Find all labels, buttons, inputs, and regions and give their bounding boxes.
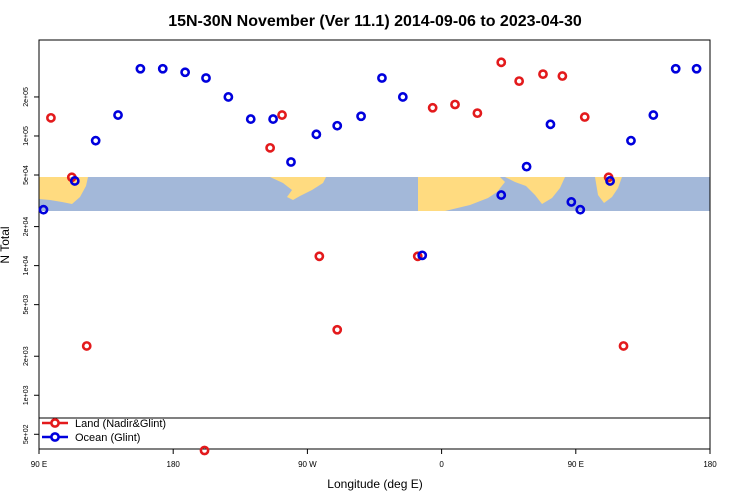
land-point [332, 324, 343, 335]
x-axis-label: Longitude (deg E) [327, 477, 422, 491]
ocean-point [245, 114, 256, 124]
ocean-point [135, 63, 146, 74]
ocean-point [566, 197, 577, 207]
x-tick-label: 180 [703, 460, 717, 469]
map-land-1 [270, 177, 326, 200]
ocean-point [201, 73, 211, 83]
x-tick-label: 90 E [31, 460, 47, 469]
land-point [472, 108, 483, 119]
ocean-point [268, 114, 279, 124]
land-point [265, 142, 276, 153]
legend: Land (Nadir&Glint) Ocean (Glint) [42, 418, 166, 444]
ocean-point [69, 176, 80, 186]
y-tick-label: 1e+03 [23, 385, 30, 405]
ocean-point [332, 120, 343, 131]
y-tick-label: 2e+04 [23, 217, 30, 237]
map-land-2 [418, 177, 505, 211]
ocean-point [521, 161, 532, 172]
y-tick-label: 1e+04 [23, 256, 30, 276]
ocean-point [223, 92, 234, 102]
map-land-3 [505, 177, 565, 204]
ocean-point [691, 63, 702, 74]
ocean-point [157, 63, 168, 74]
y-tick-label: 5e+03 [23, 295, 30, 315]
y-axis: 5e+02 1e+03 2e+03 5e+03 1e+04 2e+04 5e+04 1e+05… [23, 87, 39, 444]
land-point [618, 341, 629, 351]
x-axis: 90 E 180 90 W 0 90 E 180 [31, 449, 717, 469]
y-tick-label: 5e+04 [23, 165, 30, 185]
ocean-point [377, 73, 387, 83]
y-tick-label: 2e+03 [23, 346, 30, 366]
y-axis-label: N Total [0, 226, 12, 263]
ocean-point [90, 135, 101, 146]
legend-label: Ocean (Glint) [75, 432, 140, 444]
map-island [297, 180, 306, 186]
plot-frame [38, 39, 711, 450]
land-point [450, 99, 460, 110]
land-point [46, 112, 56, 123]
land-point [538, 69, 548, 80]
land-point [199, 445, 210, 456]
ocean-point [648, 110, 659, 120]
ocean-point [626, 135, 636, 146]
ocean-point [397, 92, 408, 102]
chart-title: 15N-30N November (Ver 11.1) 2014-09-06 t… [168, 13, 582, 30]
ocean-point [311, 129, 322, 140]
land-point [412, 251, 423, 262]
ocean-point [113, 110, 123, 120]
land-point [314, 251, 325, 262]
land-point [81, 341, 92, 351]
land-point [277, 110, 287, 120]
map-land-4 [595, 177, 622, 203]
legend-marker [50, 418, 60, 428]
land-point [579, 112, 590, 122]
x-tick-label: 90 E [568, 460, 584, 469]
x-tick-label: 180 [167, 460, 181, 469]
x-tick-label: 0 [439, 460, 444, 469]
land-point [514, 76, 525, 87]
y-tick-label: 5e+02 [23, 424, 30, 444]
map-band [39, 177, 710, 211]
ocean-point [286, 157, 296, 167]
ocean-point [417, 250, 428, 261]
land-point [557, 71, 568, 81]
land-point [427, 102, 438, 113]
ocean-point [545, 119, 556, 130]
ocean-point [670, 63, 681, 74]
y-tick-label: 1e+05 [23, 126, 30, 146]
legend-label: Land (Nadir&Glint) [75, 418, 166, 430]
x-tick-label: 90 W [298, 460, 317, 469]
y-tick-label: 2e+05 [23, 87, 30, 107]
ocean-point [180, 67, 191, 78]
ocean-point [575, 204, 586, 215]
ocean-point [496, 190, 507, 200]
ocean-point [605, 176, 615, 186]
land-point [496, 57, 507, 68]
ocean-point [356, 111, 366, 122]
legend-marker [50, 432, 60, 442]
ocean-point [38, 204, 49, 215]
data-points [38, 57, 702, 456]
